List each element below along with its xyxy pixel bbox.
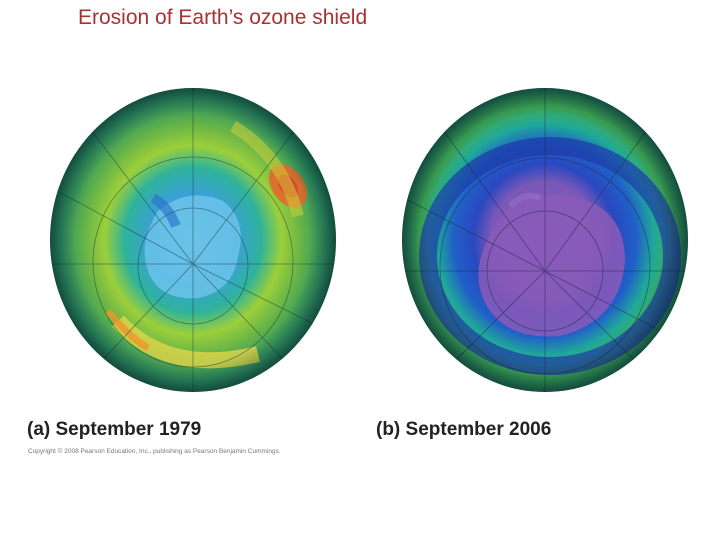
slide-title: Erosion of Earth’s ozone shield <box>78 6 368 29</box>
caption-1979: (a) September 1979 <box>27 419 202 440</box>
ozone-map-2006 <box>400 86 690 394</box>
caption-2006: (b) September 2006 <box>376 419 552 440</box>
copyright-notice: Copyright © 2008 Pearson Education, Inc.… <box>28 448 281 455</box>
ozone-map-1979 <box>48 86 338 394</box>
